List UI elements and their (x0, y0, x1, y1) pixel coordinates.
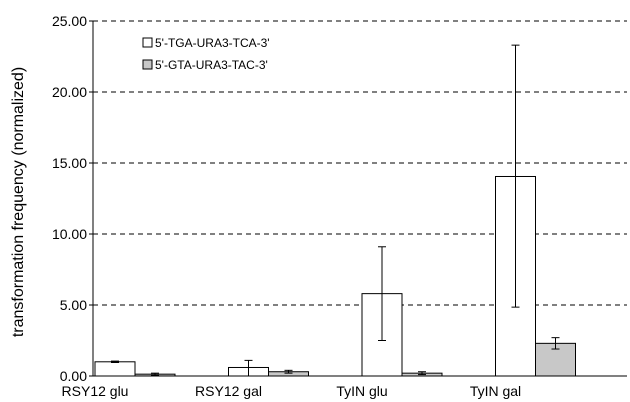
x-category-label: RSY12 gal (195, 383, 262, 399)
y-tick-label: 10.00 (52, 226, 87, 242)
y-tick-labels: 0.00 5.00 10.00 15.00 20.00 25.00 (52, 13, 87, 384)
legend-swatch (142, 59, 153, 70)
y-tick-label: 5.00 (60, 297, 87, 313)
x-category-label: RSY12 glu (62, 383, 129, 399)
legend: 5'-TGA-URA3-TCA-3' 5'-GTA-URA3-TAC-3' (142, 36, 270, 72)
gridlines (93, 20, 627, 306)
y-tick-label: 0.00 (60, 368, 87, 384)
x-category-labels: RSY12 glu RSY12 gal TyIN glu TyIN gal (62, 383, 522, 399)
y-tick-label: 15.00 (52, 155, 87, 171)
y-axis-label: transformation frequency (normalized) (10, 67, 27, 337)
x-category-label: TyIN gal (470, 383, 521, 399)
bar (94, 361, 136, 377)
error-bars (111, 44, 560, 377)
x-category-label: TyIN glu (336, 383, 387, 399)
axes (89, 20, 627, 377)
bars (94, 175, 576, 377)
legend-label: 5'-TGA-URA3-TCA-3' (155, 36, 270, 50)
y-tick-label: 25.00 (52, 13, 87, 29)
legend-swatch (142, 37, 153, 48)
legend-label: 5'-GTA-URA3-TAC-3' (155, 58, 268, 72)
y-tick-label: 20.00 (52, 84, 87, 100)
